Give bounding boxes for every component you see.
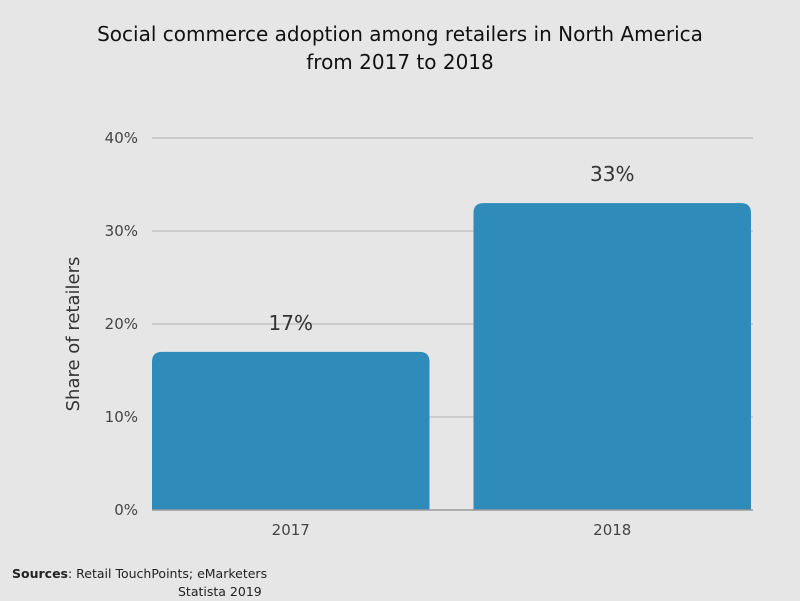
y-tick-label-0: 0% [114,501,138,519]
chart-title-line-2: from 2017 to 2018 [306,50,494,74]
y-tick-label-10: 10% [105,408,138,426]
y-axis-title: Share of retailers [63,257,84,412]
x-tick-label-2017: 2017 [272,521,310,539]
data-labels: 17% 33% [269,162,635,335]
chart-title-line-1: Social commerce adoption among retailers… [97,22,703,46]
chart-title: Social commerce adoption among retailers… [0,20,800,76]
source-label: Sources [12,566,68,581]
data-label-2018: 33% [590,162,634,186]
source-line-2: Statista 2019 [178,584,262,599]
data-label-2017: 17% [269,311,313,335]
source-note: Sources: Retail TouchPoints; eMarketers … [12,565,267,601]
y-tick-label-20: 20% [105,315,138,333]
y-tick-label-40: 40% [105,129,138,147]
y-tick-label-30: 30% [105,222,138,240]
bar-2018 [473,203,751,510]
bar-2017 [152,351,430,510]
bars [152,203,751,510]
y-axis-ticks: 0% 10% 20% 30% 40% [105,129,138,519]
source-line-1: : Retail TouchPoints; eMarketers [67,566,268,581]
x-tick-label-2018: 2018 [593,521,631,539]
x-axis-ticks: 2017 2018 [272,521,632,539]
